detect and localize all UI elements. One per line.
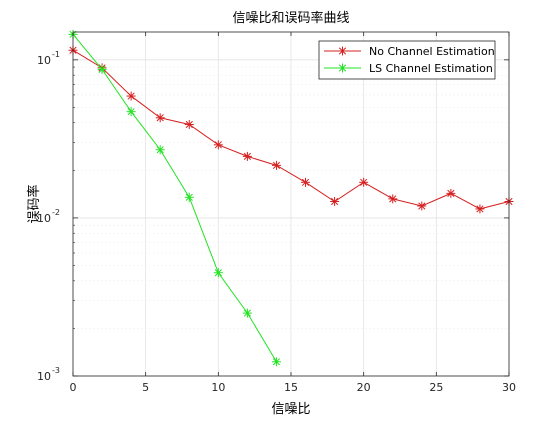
- data-point-marker: [242, 308, 252, 318]
- marker-stroke: [156, 114, 164, 122]
- series-2: [68, 29, 281, 367]
- marker-stroke: [214, 141, 222, 149]
- data-point-marker: [301, 177, 311, 187]
- series-line: [72, 49, 510, 210]
- marker-stroke: [301, 178, 310, 186]
- data-point-marker: [184, 192, 194, 202]
- x-tick-label: 25: [429, 381, 443, 394]
- x-tick-label: 15: [284, 381, 298, 394]
- y-tick-label-exponent: -3: [52, 366, 60, 375]
- legend: No Channel Estimation LS Channel Estimati…: [318, 40, 496, 80]
- x-axis-label: 信噪比: [271, 402, 310, 417]
- grid-layer: [72, 32, 510, 377]
- x-tick-label: 0: [70, 381, 77, 394]
- data-point-marker: [338, 63, 347, 73]
- data-point-marker: [338, 46, 347, 56]
- marker-stroke: [272, 161, 281, 169]
- data-point-marker: [388, 194, 398, 204]
- legend-label: LS Channel Estimation: [369, 62, 493, 75]
- data-point-marker: [446, 188, 456, 198]
- data-point-marker: [330, 197, 340, 207]
- series-line: [72, 34, 277, 363]
- y-tick-label-base: 10: [37, 370, 51, 383]
- marker-stroke: [447, 189, 455, 197]
- data-point-marker: [271, 357, 281, 367]
- y-tick-label-exponent: -1: [52, 50, 60, 59]
- marker-stroke: [127, 108, 135, 116]
- marker-stroke: [272, 358, 281, 366]
- x-tick-label: 10: [211, 381, 225, 394]
- data-point-marker: [359, 177, 369, 187]
- marker-stroke: [98, 65, 106, 73]
- data-point-marker: [184, 119, 194, 129]
- legend-entry-1: No Channel Estimation: [324, 45, 495, 58]
- y-tick-label-base: 10: [37, 54, 51, 67]
- data-point-marker: [271, 160, 281, 170]
- data-point-marker: [417, 201, 427, 211]
- chart-title: 信噪比和误码率曲线: [232, 10, 349, 26]
- marker-stroke: [127, 92, 135, 100]
- marker-stroke: [476, 205, 484, 213]
- marker-stroke: [243, 152, 251, 160]
- legend-box: [318, 40, 496, 80]
- data-point-marker: [126, 107, 136, 117]
- y-tick-label-base: 10: [37, 212, 51, 225]
- legend-entry-2: LS Channel Estimation: [324, 62, 493, 75]
- marker-stroke: [418, 202, 426, 210]
- marker-stroke: [156, 146, 164, 154]
- marker-stroke: [185, 120, 193, 129]
- data-point-marker: [126, 91, 136, 101]
- x-tick-label: 30: [502, 381, 516, 394]
- x-tick-label: 20: [357, 381, 371, 394]
- x-tick-label: 5: [142, 381, 149, 394]
- marker-stroke: [214, 269, 222, 277]
- marker-stroke: [389, 195, 397, 203]
- marker-stroke: [338, 47, 347, 55]
- data-point-marker: [475, 204, 485, 214]
- y-axis-label: 误码率: [26, 184, 42, 223]
- data-point-marker: [97, 64, 107, 74]
- marker-stroke: [338, 64, 347, 72]
- marker-stroke: [243, 309, 251, 317]
- data-point-marker: [155, 145, 165, 155]
- y-tick-label: 10 -1: [37, 50, 60, 67]
- legend-items: No Channel Estimation LS Channel Estimati…: [324, 45, 495, 75]
- data-point-marker: [213, 140, 223, 150]
- y-tick-label: 10 -2: [37, 208, 60, 225]
- marker-stroke: [185, 193, 193, 201]
- y-tick-label: 10 -3: [37, 366, 60, 383]
- marker-stroke: [331, 197, 339, 206]
- data-point-marker: [213, 268, 223, 278]
- data-point-marker: [242, 151, 252, 161]
- marker-stroke: [360, 178, 368, 186]
- y-tick-label-exponent: -2: [52, 208, 60, 217]
- legend-label: No Channel Estimation: [369, 45, 495, 58]
- data-point-marker: [155, 113, 165, 123]
